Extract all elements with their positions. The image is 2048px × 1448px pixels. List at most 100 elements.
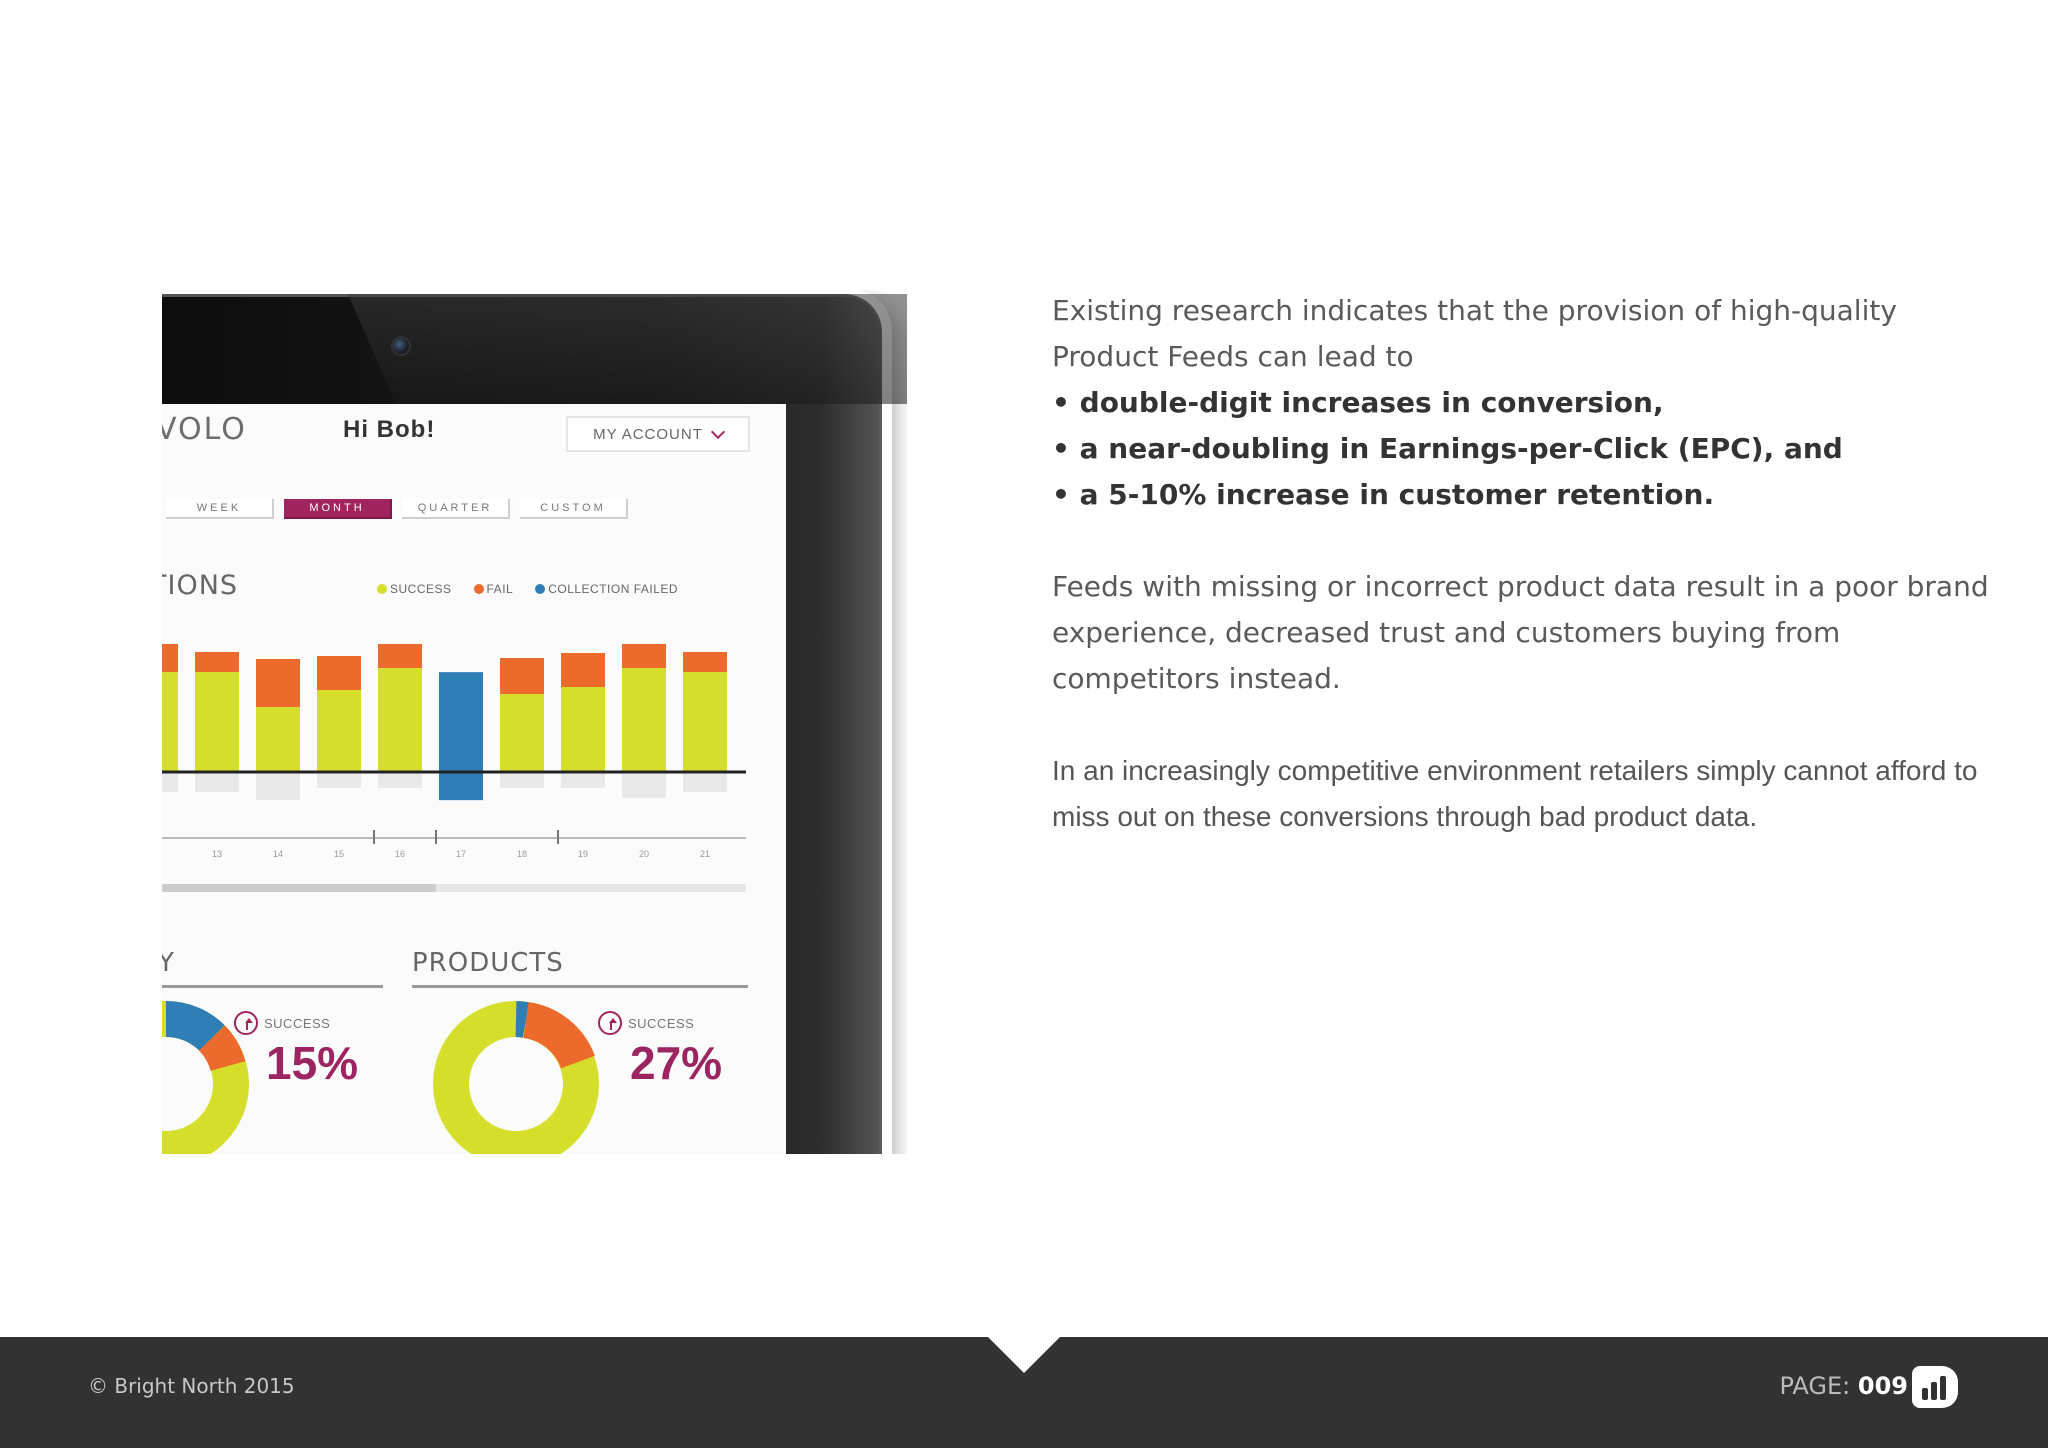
bar-fail [317, 656, 361, 690]
bar-shadow [622, 772, 666, 798]
x-tick-label: 13 [212, 849, 222, 859]
bar-fail [195, 652, 239, 672]
bar-success [561, 687, 605, 772]
panel-divider-left [162, 985, 383, 988]
legend-dot-fail [473, 584, 484, 594]
bar-fail [256, 659, 300, 707]
logo-bar [1940, 1376, 1946, 1400]
legend-label-collection-failed: COLLECTION FAILED [548, 582, 679, 596]
donut-products-collection-failed-arc [515, 1001, 530, 1038]
benefit-item: a near-doubling in Earnings-per-Click (E… [1052, 426, 1992, 472]
intro-paragraph: Existing research indicates that the pro… [1052, 294, 1897, 373]
greeting: Hi Bob! [343, 416, 436, 443]
logo-bar [1922, 1388, 1928, 1400]
bar-shadow [317, 772, 361, 788]
chevron-down-icon [710, 424, 725, 440]
bar-shadow [195, 772, 239, 792]
stat-products-value: 27% [630, 1037, 723, 1089]
legend-item-success: SUCCESS [377, 582, 452, 596]
copyright-text: © Bright North 2015 [88, 1374, 295, 1398]
legend-dot-success [377, 584, 387, 594]
bar-fail [378, 644, 422, 668]
bar-success [195, 672, 239, 772]
camera-icon [391, 336, 411, 356]
bar-fail [683, 652, 727, 672]
bar-success [500, 694, 544, 772]
stat-products-label-text: SUCCESS [628, 1015, 695, 1031]
bar-fail [622, 644, 666, 668]
bar-shadow [500, 772, 544, 788]
bar-success [162, 672, 178, 772]
chart-scrollbar[interactable] [162, 884, 746, 892]
paragraph-feeds: Feeds with missing or incorrect product … [1052, 570, 1989, 695]
bar-fail [500, 658, 544, 694]
page-label: PAGE: [1779, 1372, 1851, 1400]
arrow-up-circle-icon [234, 1011, 258, 1035]
legend-dot-collection-failed [535, 584, 546, 594]
tablet-screen: VOLO Hi Bob! MY ACCOUNT WEEK MONTH QUART… [162, 404, 786, 1154]
chart-legend: SUCCESS FAIL COLLECTION FAILED [377, 582, 678, 596]
bar-fail [561, 653, 605, 687]
bar-success [378, 668, 422, 772]
tab-month[interactable]: MONTH [284, 499, 392, 519]
panel-divider-right [412, 985, 748, 988]
bar-shadow [561, 772, 605, 788]
panel-title-products: PRODUCTS [412, 948, 564, 978]
benefit-item: a 5-10% increase in customer retention. [1052, 472, 1992, 518]
paragraph-competition: In an increasingly competitive environme… [1052, 755, 1978, 832]
page-number: 009 [1857, 1372, 1908, 1400]
x-tick-label: 18 [517, 849, 527, 859]
bar-shadow [162, 772, 178, 792]
donut-chart-left [162, 1000, 249, 1154]
stat-products-label: SUCCESS [598, 1011, 694, 1035]
x-tick-label: 20 [639, 849, 649, 859]
logo-bar [1931, 1382, 1937, 1400]
bar-shadow [378, 772, 422, 788]
stat-left-value: 15% [266, 1037, 359, 1089]
benefit-list: double-digit increases in conversion, a … [1052, 380, 1992, 518]
bar-shadow [683, 772, 727, 792]
donut-left-fail-arc [198, 1025, 246, 1072]
app-logo: VOLO [162, 412, 247, 447]
stat-left-label-text: SUCCESS [264, 1015, 331, 1031]
benefit-item: double-digit increases in conversion, [1052, 380, 1992, 426]
arrow-up-circle-icon [598, 1011, 622, 1035]
tab-custom[interactable]: CUSTOM [520, 499, 628, 519]
donut-products-fail-arc [522, 1002, 595, 1069]
legend-label-fail: FAIL [486, 582, 514, 596]
legend-item-fail: FAIL [473, 582, 514, 596]
x-tick-label: 14 [273, 849, 283, 859]
bar-chart: 13 14 15 16 17 18 19 20 21 [162, 644, 746, 859]
x-tick-label: 21 [700, 849, 710, 859]
my-account-button[interactable]: MY ACCOUNT [566, 416, 750, 452]
bright-north-logo-icon [1912, 1366, 1958, 1408]
stat-left-label: SUCCESS [234, 1011, 330, 1035]
tablet-glare [348, 294, 907, 404]
bar-shadow [256, 772, 300, 800]
logo-bars [1922, 1376, 1946, 1400]
my-account-label: MY ACCOUNT [593, 425, 703, 443]
panel-title-left: Y [162, 948, 174, 978]
body-copy: Existing research indicates that the pro… [1052, 288, 1992, 840]
bar-success [256, 707, 300, 772]
donut-left-collection-failed-arc [165, 1000, 225, 1052]
x-tick-label: 17 [456, 849, 466, 859]
x-tick-label: 16 [395, 849, 405, 859]
page-indicator: PAGE: 009 [1779, 1372, 1908, 1400]
tablet-illustration: VOLO Hi Bob! MY ACCOUNT WEEK MONTH QUART… [162, 290, 907, 1154]
chart-scroll-thumb[interactable] [162, 884, 436, 892]
x-tick-label: 19 [578, 849, 588, 859]
legend-item-collection-failed: COLLECTION FAILED [535, 582, 678, 596]
chart-section-title: TIONS [162, 570, 239, 601]
bar-success [317, 690, 361, 772]
tab-quarter[interactable]: QUARTER [402, 499, 510, 519]
donut-chart-products [433, 1001, 599, 1154]
tab-week[interactable]: WEEK [166, 499, 274, 519]
x-tick-label: 15 [334, 849, 344, 859]
bar-fail [162, 644, 178, 672]
legend-label-success: SUCCESS [390, 582, 452, 596]
bar-success [622, 668, 666, 772]
bar-success [683, 672, 727, 772]
bar-collection-failed [439, 672, 483, 801]
period-tabs: WEEK MONTH QUARTER CUSTOM [166, 499, 628, 519]
